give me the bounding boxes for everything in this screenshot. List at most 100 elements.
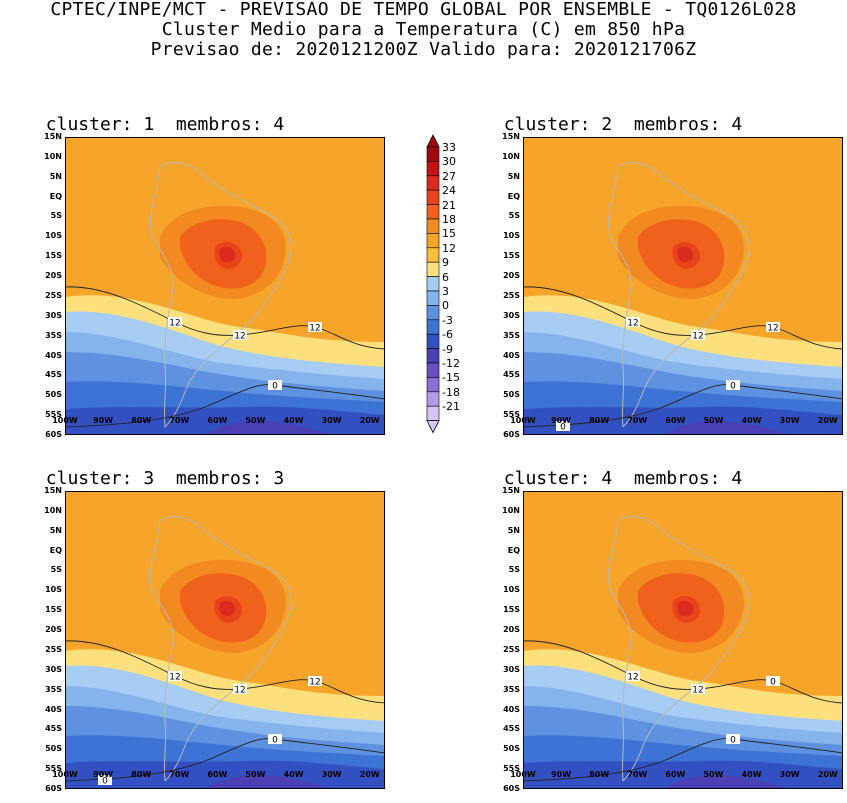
- header-line-3: Previsao de: 2020121200Z Valido para: 20…: [150, 39, 697, 60]
- contour-label: 12: [233, 330, 247, 342]
- lon-tick-label: 80W: [589, 770, 610, 779]
- lon-tick-label: 20W: [359, 770, 380, 779]
- lon-tick-label: 100W: [510, 416, 536, 425]
- panel-title: cluster: 3 membros: 3: [45, 468, 285, 489]
- lat-tick-label: 15S: [503, 605, 520, 615]
- lat-tick-label: 55S: [45, 410, 62, 420]
- svg-text:0: 0: [272, 382, 278, 392]
- lat-tick-label: 25S: [503, 644, 520, 654]
- lat-tick-label: 5S: [50, 565, 62, 575]
- lat-tick-label: 20S: [45, 271, 62, 281]
- svg-text:12: 12: [309, 324, 320, 334]
- map-plot: 12 12 12 0 0: [523, 137, 843, 435]
- contour-label: 0: [268, 734, 282, 746]
- contour-label: 0: [766, 676, 780, 688]
- colorbar-label: 33: [442, 141, 456, 154]
- coastline: [607, 162, 750, 428]
- panel-cluster-4: cluster: 4 membros: 4 12 12 0 0 15N 10N 5N EQ 5S…: [458, 469, 843, 799]
- lat-tick-label: 60S: [503, 430, 520, 439]
- lat-tick-label: 45S: [45, 724, 62, 734]
- colorbar-label: -18: [442, 385, 460, 399]
- contour-line-0: [523, 384, 843, 428]
- lon-tick-label: 90W: [93, 416, 114, 425]
- lon-tick-label: 70W: [169, 416, 190, 425]
- lat-tick-label: EQ: [49, 191, 62, 201]
- lat-tick-label: 20S: [45, 625, 62, 635]
- colorbar-label: 18: [442, 213, 456, 226]
- svg-text:0: 0: [770, 678, 776, 688]
- lon-tick-label: 70W: [627, 770, 648, 779]
- colorbar-label: 9: [442, 256, 449, 270]
- temperature-colorbar: 33 30 27 24 21 18 15 12 9 6 3 0 -3 -6 -9 -12 -15 -18 -21: [426, 133, 476, 443]
- lon-tick-label: 50W: [703, 770, 724, 779]
- svg-text:12: 12: [169, 319, 180, 329]
- lat-tick-label: 10S: [45, 231, 62, 241]
- map-frame: [523, 491, 843, 789]
- lon-tick-label: 80W: [131, 770, 152, 779]
- contour-label: 12: [168, 671, 182, 683]
- colorbar-swatch: [426, 276, 440, 292]
- svg-text:0: 0: [730, 382, 736, 392]
- temperature-map: 12 12 0 0: [523, 491, 843, 789]
- lon-tick-label: 20W: [817, 770, 838, 779]
- lat-tick-label: 60S: [503, 784, 520, 793]
- lon-tick-label: 60W: [665, 770, 686, 779]
- svg-text:12: 12: [767, 324, 778, 334]
- lon-tick-label: 40W: [741, 770, 762, 779]
- lat-tick-label: 50S: [503, 390, 520, 400]
- lat-tick-label: 10N: [502, 505, 520, 515]
- colorbar-label: -12: [442, 357, 460, 370]
- colorbar-label: -9: [442, 342, 453, 356]
- map-frame: [65, 137, 385, 435]
- colorbar-swatch: [426, 333, 440, 349]
- colorbar-label: -15: [442, 371, 460, 385]
- lat-tick-label: 35S: [503, 330, 520, 340]
- lon-tick-label: 50W: [245, 416, 266, 425]
- lat-tick-label: 35S: [503, 684, 520, 694]
- colorbar-swatches: [426, 134, 440, 434]
- lon-tick-label: 100W: [52, 770, 78, 779]
- header-line-1: CPTEC/INPE/MCT - PREVISAO DE TEMPO GLOBA…: [50, 0, 797, 20]
- lat-tick-label: 40S: [45, 350, 62, 360]
- panel-title: cluster: 2 membros: 4: [503, 114, 743, 135]
- temperature-band: [205, 421, 330, 435]
- contour-label: 0: [98, 775, 112, 787]
- colorbar-label: 6: [442, 270, 449, 284]
- svg-text:0: 0: [102, 777, 108, 787]
- svg-text:12: 12: [692, 332, 703, 342]
- colorbar-label: 3: [442, 285, 449, 298]
- lat-tick-label: 35S: [45, 330, 62, 340]
- lat-tick-label: 45S: [503, 370, 520, 380]
- lat-tick-label: 15S: [45, 251, 62, 261]
- coastline: [149, 516, 292, 782]
- lat-tick-label: 50S: [503, 744, 520, 754]
- colorbar-swatch: [426, 161, 440, 177]
- lon-tick-label: 90W: [551, 770, 572, 779]
- colorbar-label: 12: [442, 241, 456, 255]
- colorbar-swatch: [426, 204, 440, 220]
- lat-tick-label: 15N: [502, 486, 520, 495]
- lon-tick-label: 60W: [665, 416, 686, 425]
- colorbar-label: -6: [442, 328, 453, 342]
- figure-header: CPTEC/INPE/MCT - PREVISAO DE TEMPO GLOBA…: [0, 0, 847, 60]
- colorbar-label: 27: [442, 169, 456, 183]
- lon-tick-label: 30W: [779, 416, 800, 425]
- contour-label: 12: [691, 684, 705, 696]
- colorbar-upper-arrow: [426, 134, 440, 148]
- contour-label: 12: [626, 671, 640, 683]
- header-line-2: Cluster Medio para a Temperatura (C) em …: [161, 19, 686, 40]
- lat-tick-label: 55S: [503, 764, 520, 774]
- coastline: [607, 516, 750, 782]
- contour-label: 12: [691, 330, 705, 342]
- colorbar-label: 24: [442, 184, 456, 198]
- colorbar-label: 30: [442, 155, 456, 169]
- colorbar-swatch: [426, 348, 440, 364]
- svg-text:0: 0: [560, 423, 566, 433]
- contour-label: 0: [726, 380, 740, 392]
- lat-tick-label: 30S: [503, 664, 520, 674]
- colorbar-swatch: [426, 247, 440, 263]
- lat-tick-label: 60S: [45, 784, 62, 793]
- lat-tick-label: 15S: [45, 605, 62, 615]
- lat-tick-label: 10S: [45, 585, 62, 595]
- svg-text:12: 12: [627, 673, 638, 683]
